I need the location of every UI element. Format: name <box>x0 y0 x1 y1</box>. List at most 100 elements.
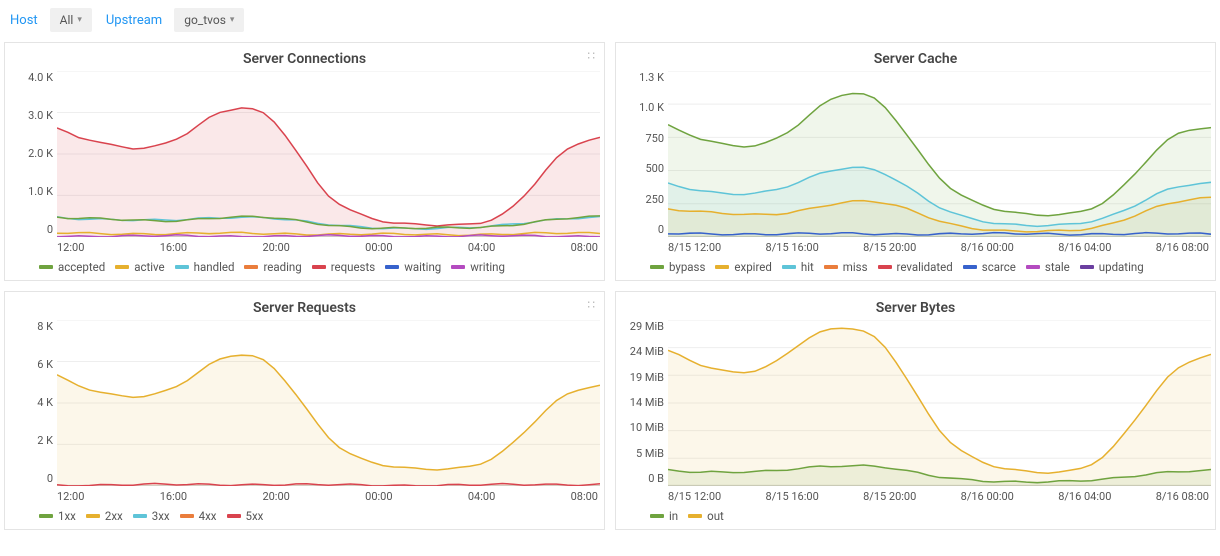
legend-label: 2xx <box>105 509 123 523</box>
x-tick: 20:00 <box>262 490 289 503</box>
chart-plot[interactable] <box>668 320 1211 486</box>
x-axis: 12:0016:0020:0000:0004:0008:00 <box>5 486 604 503</box>
legend-label: 4xx <box>199 509 217 523</box>
legend-label: 3xx <box>152 509 170 523</box>
y-axis: 4.0 K3.0 K2.0 K1.0 K0 <box>9 71 57 236</box>
legend-item[interactable]: revalidated <box>878 260 953 274</box>
filter-upstream-dropdown[interactable]: go_tvos ▾ <box>174 8 244 32</box>
legend-swatch <box>963 265 977 269</box>
panel-server-connections: ∷Server Connections4.0 K3.0 K2.0 K1.0 K0… <box>4 42 605 281</box>
legend-item[interactable]: 3xx <box>133 509 170 523</box>
legend-label: scarce <box>982 260 1016 274</box>
x-axis: 8/15 12:00 8/15 16:00 8/15 20:00 8/16 00:00… <box>616 486 1215 503</box>
legend-swatch <box>227 514 241 518</box>
filter-upstream-label: Upstream <box>100 9 168 32</box>
filter-host-dropdown[interactable]: All ▾ <box>50 8 92 32</box>
legend-label: hit <box>801 260 814 274</box>
legend-item[interactable]: 2xx <box>86 509 123 523</box>
filter-upstream: Upstream go_tvos ▾ <box>100 8 245 32</box>
caret-down-icon: ▾ <box>230 15 235 25</box>
panel-server-cache: Server Cache1.3 K1.0 K75050025008/15 12:… <box>615 42 1216 281</box>
legend-label: 5xx <box>246 509 264 523</box>
legend-swatch <box>1026 265 1040 269</box>
filter-host-label: Host <box>4 9 44 32</box>
legend-label: updating <box>1099 260 1144 274</box>
legend-swatch <box>180 514 194 518</box>
legend-swatch <box>133 514 147 518</box>
legend-item[interactable]: updating <box>1080 260 1144 274</box>
legend-swatch <box>244 265 258 269</box>
legend-swatch <box>650 514 664 518</box>
legend-item[interactable]: hit <box>782 260 814 274</box>
legend-swatch <box>824 265 838 269</box>
legend: inout <box>616 503 1215 523</box>
x-tick: 16:00 <box>160 241 187 254</box>
legend-swatch <box>782 265 796 269</box>
x-tick: 8/16 04:00 <box>1058 241 1111 254</box>
y-tick: 4.0 K <box>28 71 53 84</box>
x-tick: 20:00 <box>262 241 289 254</box>
legend-item[interactable]: accepted <box>39 260 105 274</box>
legend-swatch <box>175 265 189 269</box>
panel-title: Server Cache <box>616 47 1215 69</box>
x-tick: 00:00 <box>365 490 392 503</box>
legend-item[interactable]: bypass <box>650 260 705 274</box>
chart-plot[interactable] <box>668 71 1211 237</box>
y-tick: 3.0 K <box>28 109 53 122</box>
x-tick: 00:00 <box>365 241 392 254</box>
y-tick: 8 K <box>37 320 53 333</box>
legend-swatch <box>39 514 53 518</box>
caret-down-icon: ▾ <box>77 15 82 25</box>
y-tick: 1.3 K <box>639 71 664 84</box>
legend-item[interactable]: 1xx <box>39 509 76 523</box>
panel-title: Server Requests <box>5 296 604 318</box>
legend-label: bypass <box>669 260 705 274</box>
legend-label: waiting <box>404 260 441 274</box>
legend-label: in <box>669 509 678 523</box>
chart-plot[interactable] <box>57 71 600 237</box>
legend-item[interactable]: requests <box>312 260 376 274</box>
x-tick: 8/16 00:00 <box>961 241 1014 254</box>
y-tick: 10 MiB <box>630 421 664 434</box>
legend-item[interactable]: out <box>688 509 724 523</box>
panel-server-bytes: Server Bytes29 MiB24 MiB19 MiB14 MiB10 M… <box>615 291 1216 530</box>
legend-item[interactable]: stale <box>1026 260 1070 274</box>
y-tick: 29 MiB <box>630 320 664 333</box>
y-tick: 250 <box>645 193 664 206</box>
legend-item[interactable]: handled <box>175 260 235 274</box>
chart-plot[interactable] <box>57 320 600 486</box>
legend-item[interactable]: expired <box>715 260 771 274</box>
y-tick: 0 <box>658 223 664 236</box>
legend-item[interactable]: 5xx <box>227 509 264 523</box>
legend-item[interactable]: 4xx <box>180 509 217 523</box>
x-tick: 8/15 20:00 <box>863 490 916 503</box>
legend-label: expired <box>734 260 771 274</box>
legend-item[interactable]: scarce <box>963 260 1016 274</box>
legend-swatch <box>1080 265 1094 269</box>
filter-upstream-value: go_tvos <box>184 13 226 27</box>
legend-swatch <box>39 265 53 269</box>
x-tick: 8/16 00:00 <box>961 490 1014 503</box>
legend-label: stale <box>1045 260 1070 274</box>
filter-host-value: All <box>60 13 74 27</box>
x-tick: 8/15 12:00 <box>668 490 721 503</box>
y-tick: 500 <box>645 162 664 175</box>
panel-title: Server Connections <box>5 47 604 69</box>
x-tick: 8/15 12:00 <box>668 241 721 254</box>
panel-server-requests: ∷Server Requests8 K6 K4 K2 K012:0016:002… <box>4 291 605 530</box>
legend-item[interactable]: waiting <box>385 260 441 274</box>
legend-item[interactable]: miss <box>824 260 868 274</box>
legend-label: active <box>134 260 164 274</box>
x-tick: 8/16 04:00 <box>1058 490 1111 503</box>
legend-item[interactable]: writing <box>451 260 505 274</box>
y-tick: 6 K <box>37 358 53 371</box>
legend-item[interactable]: in <box>650 509 678 523</box>
legend-item[interactable]: active <box>115 260 164 274</box>
legend-label: writing <box>470 260 505 274</box>
y-tick: 750 <box>645 132 664 145</box>
legend-item[interactable]: reading <box>244 260 301 274</box>
panel-grid: ∷Server Connections4.0 K3.0 K2.0 K1.0 K0… <box>0 42 1220 534</box>
x-tick: 8/15 16:00 <box>766 490 819 503</box>
x-tick: 8/16 08:00 <box>1156 490 1209 503</box>
y-axis: 8 K6 K4 K2 K0 <box>9 320 57 485</box>
